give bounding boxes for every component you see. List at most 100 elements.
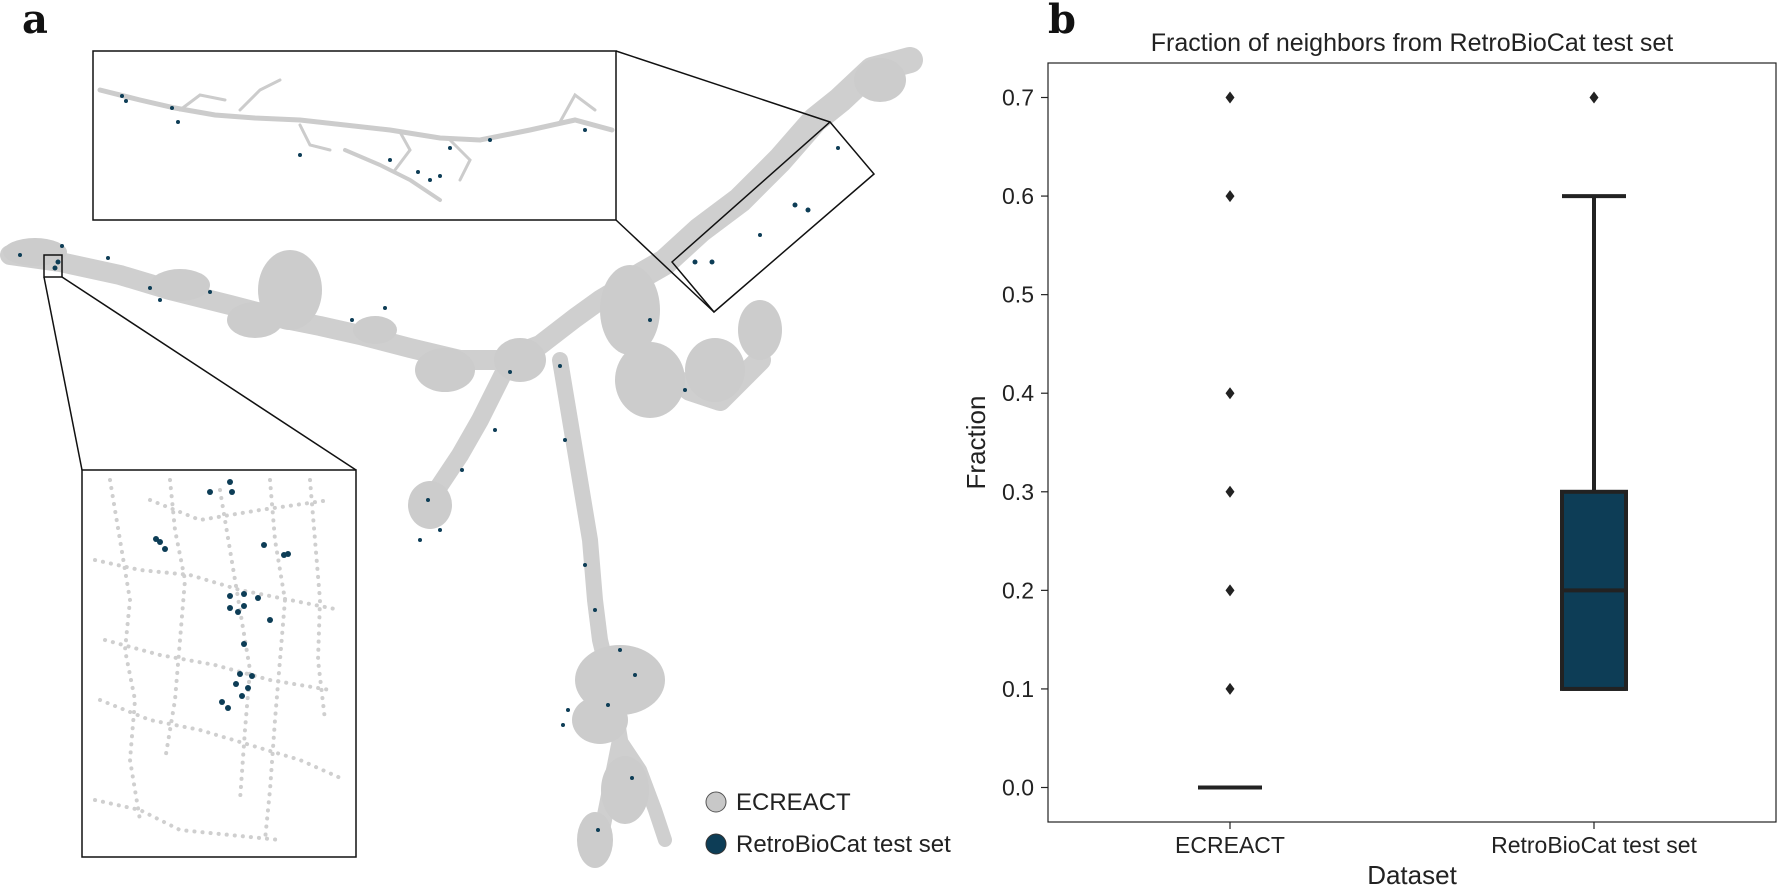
inset-bottom-point xyxy=(207,489,213,495)
inset-top-branch xyxy=(448,138,472,182)
tmap-network-plot: ECREACT RetroBioCat test set xyxy=(0,47,951,868)
test-point xyxy=(583,563,587,567)
inset-bottom-point xyxy=(267,617,273,623)
outlier-marker xyxy=(1225,584,1235,597)
inset-top-point xyxy=(120,94,124,98)
cluster-blob xyxy=(615,342,685,418)
legend-ecreact-marker xyxy=(705,791,727,813)
test-point xyxy=(593,608,597,612)
test-point xyxy=(758,233,762,237)
inset-bottom-point xyxy=(233,681,239,687)
inset-top-branch xyxy=(238,78,282,112)
test-point xyxy=(208,290,212,294)
inset-top-point xyxy=(583,128,587,132)
inset-bottom-point xyxy=(227,605,233,611)
inset-top-point xyxy=(176,120,180,124)
test-point xyxy=(148,286,152,290)
inset-top-branch xyxy=(343,148,442,202)
test-point xyxy=(60,244,64,248)
inset-top-branch xyxy=(393,130,412,172)
legend-ecreact-label: ECREACT xyxy=(736,789,851,816)
inset-top-frame xyxy=(92,50,617,221)
inset-bottom-point xyxy=(285,551,291,557)
ecreact-cluster-blobs xyxy=(3,58,906,868)
panel-label-b: b xyxy=(1048,0,1076,43)
zoom-connector-line xyxy=(43,276,83,471)
inset-top-branch xyxy=(298,123,332,152)
test-point xyxy=(566,708,570,712)
test-point xyxy=(563,438,567,442)
cluster-blob xyxy=(738,300,782,360)
inset-top-branch xyxy=(178,93,227,112)
zoom-selection-box-right xyxy=(670,120,876,314)
test-point xyxy=(805,207,811,213)
inset-bottom-point xyxy=(157,539,163,545)
cluster-blob xyxy=(601,756,649,824)
inset-bottom-point xyxy=(235,609,241,615)
outlier-marker xyxy=(1225,387,1235,400)
x-tick-label: ECREACT xyxy=(1175,832,1285,858)
outlier-marker xyxy=(1589,91,1599,104)
inset-bottom-point xyxy=(162,546,168,552)
test-point xyxy=(55,259,61,265)
inset-top-point xyxy=(488,138,492,142)
inset-bottom-point xyxy=(225,705,231,711)
outlier-marker xyxy=(1225,91,1235,104)
test-point xyxy=(350,318,354,322)
inset-bottom-point xyxy=(255,595,261,601)
inset-bottom-chain xyxy=(218,488,253,802)
test-point xyxy=(606,703,610,707)
inset-bottom-chain xyxy=(103,638,332,692)
box-retrobiocat xyxy=(1560,91,1628,691)
test-point xyxy=(633,673,637,677)
inset-top-point xyxy=(416,170,420,174)
cluster-blob xyxy=(494,338,546,382)
inset-bottom-point xyxy=(249,673,255,679)
inset-bottom-chain xyxy=(163,478,188,762)
inset-top-point xyxy=(124,99,128,103)
cluster-blob xyxy=(353,316,397,344)
inset-bottom-point xyxy=(241,591,247,597)
zoom-connector-line xyxy=(615,50,831,123)
inset-top-point xyxy=(298,153,302,157)
test-point xyxy=(561,723,565,727)
test-point xyxy=(709,259,715,265)
test-point xyxy=(493,428,497,432)
inset-bottom-chain xyxy=(108,478,142,822)
inset-top-branch xyxy=(558,92,597,124)
test-point xyxy=(460,468,464,472)
inset-top-point xyxy=(428,178,432,182)
test-point xyxy=(383,306,387,310)
legend-retrobiocat-label: RetroBioCat test set xyxy=(736,831,951,858)
inset-bottom-point xyxy=(237,671,243,677)
outlier-marker xyxy=(1225,190,1235,203)
inset-bottom-chain xyxy=(93,798,282,842)
test-point xyxy=(836,146,840,150)
cluster-blob xyxy=(572,696,628,744)
test-point xyxy=(692,259,698,265)
cluster-blob xyxy=(685,338,745,402)
inset-top-branch xyxy=(97,87,615,143)
box-iqr xyxy=(1560,489,1628,691)
test-point xyxy=(792,202,798,208)
inset-top-point xyxy=(448,146,452,150)
x-axis: ECREACT RetroBioCat test set xyxy=(1175,822,1698,858)
cluster-blob xyxy=(577,812,613,868)
inset-top-point xyxy=(170,106,174,110)
test-point xyxy=(648,318,652,322)
test-point xyxy=(52,265,58,271)
cluster-blob xyxy=(854,58,906,102)
box-ecreact xyxy=(1198,91,1262,790)
inset-bottom-point xyxy=(261,542,267,548)
test-point xyxy=(438,528,442,532)
panel-label-a: a xyxy=(22,0,48,43)
test-point xyxy=(558,364,562,368)
test-point xyxy=(18,253,22,257)
test-point xyxy=(426,498,430,502)
cluster-blob xyxy=(150,269,210,301)
zoom-connector-line xyxy=(615,219,715,313)
inset-bottom-point xyxy=(245,685,251,691)
test-point xyxy=(158,298,162,302)
retrobiocat-points xyxy=(18,146,840,832)
test-point xyxy=(596,828,600,832)
